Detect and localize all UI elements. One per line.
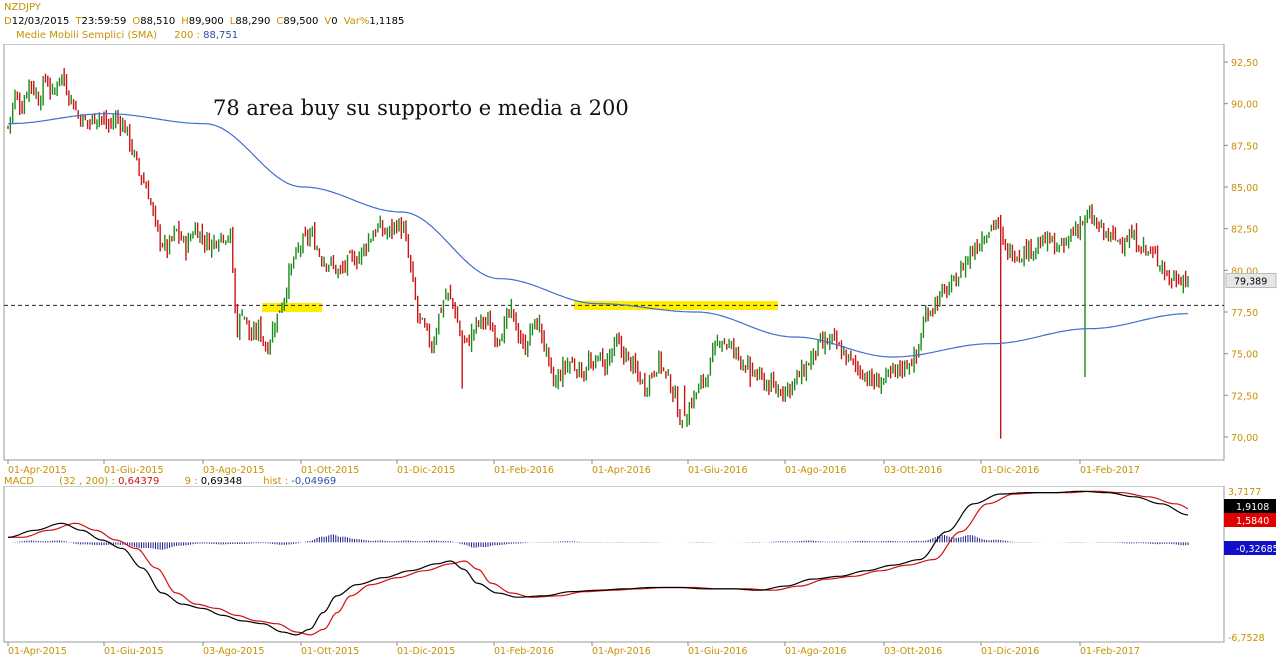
ohlc-value-7: 1,1185	[369, 16, 405, 27]
price-tick-label: 82,50	[1231, 225, 1258, 236]
macd-label: MACD	[4, 476, 34, 487]
signal-period: 9 :	[184, 476, 198, 487]
ohlc-key-2: O	[132, 16, 141, 27]
date-tick-label: 03-Ago-2015	[203, 646, 264, 657]
macd-legend: MACD (32 , 200) : 0,64379 9 : 0,69348 hi…	[4, 476, 336, 487]
ohlc-value-5: 89,500	[283, 16, 319, 27]
ohlc-key-1: T	[75, 16, 82, 27]
date-tick-label: 01-Dic-2015	[397, 465, 455, 476]
ohlc-key-4: L	[229, 16, 236, 27]
ohlc-value-3: 89,900	[188, 16, 224, 27]
sma-period: 200 :	[174, 30, 200, 41]
signal-value: 0,69348	[200, 476, 243, 487]
sma-value: 88,751	[203, 30, 239, 41]
macd-value-badge	[1224, 499, 1276, 513]
date-tick-label: 01-Feb-2016	[494, 465, 554, 476]
hist-value-badge	[1224, 541, 1276, 555]
date-tick-label: 03-Ott-2016	[884, 646, 942, 657]
date-tick-label: 01-Dic-2015	[397, 646, 455, 657]
price-tick-label: 85,00	[1231, 183, 1258, 194]
ohlc-value-0: 12/03/2015	[11, 16, 70, 27]
ohlc-key-0: D	[4, 16, 12, 27]
date-tick-label: 01-Apr-2015	[8, 465, 67, 476]
support-zone-highlight	[262, 303, 322, 312]
ohlc-value-1: 23:59:59	[81, 16, 127, 27]
ohlc-key-5: C	[276, 16, 284, 27]
ohlc-value-4: 88,290	[235, 16, 271, 27]
price-tick-label: 72,50	[1231, 391, 1258, 402]
date-tick-label: 01-Giu-2016	[688, 646, 748, 657]
macd-params: (32 , 200) :	[59, 476, 115, 487]
price-tick-label: 80,00	[1231, 266, 1258, 277]
date-tick-label: 01-Ott-2015	[301, 646, 359, 657]
ohlc-key-6: V	[324, 16, 332, 27]
sma-label: Medie Mobili Semplici (SMA)	[16, 30, 158, 41]
sma200-line	[8, 113, 1188, 358]
symbol-title: NZDJPY	[4, 2, 41, 13]
date-tick-label: 01-Dic-2016	[981, 646, 1039, 657]
signal-value-badge-label: 1,5840	[1236, 516, 1269, 527]
date-tick-label: 01-Giu-2015	[104, 465, 164, 476]
symbol-label: NZDJPY	[4, 2, 41, 13]
date-tick-label: 01-Ott-2015	[301, 465, 359, 476]
macd-chart[interactable]: 3,7177 -6,7528 1,9108 1,5840 -0,32685 01-Apr…	[0, 486, 1278, 668]
chart-annotation: 78 area buy su supporto e media a 200	[213, 96, 629, 120]
date-tick-label: 01-Feb-2017	[1080, 465, 1140, 476]
price-tick-label: 87,50	[1231, 141, 1258, 152]
price-tick-label: 70,00	[1231, 433, 1258, 444]
ohlc-value-6: 0	[331, 16, 338, 27]
ohlc-key-7: Var%	[343, 16, 370, 27]
signal-value-badge	[1224, 513, 1276, 527]
ohlc-readout: D12/03/2015 T23:59:59 O88,510 H89,900 L88,29…	[4, 16, 410, 27]
date-tick-label: 01-Apr-2016	[592, 465, 651, 476]
sma-legend: Medie Mobili Semplici (SMA) 200 : 88,751	[16, 30, 238, 41]
hist-value-badge-label: -0,32685	[1236, 544, 1278, 555]
date-tick-label: 03-Ago-2015	[203, 465, 264, 476]
price-tick-label: 77,50	[1231, 308, 1258, 319]
price-tick-label: 92,50	[1231, 58, 1258, 69]
last-price-label: 79,389	[1234, 277, 1267, 288]
date-tick-label: 01-Apr-2015	[8, 646, 67, 657]
price-tick-label: 90,00	[1231, 100, 1258, 111]
ohlc-key-3: H	[181, 16, 189, 27]
last-price-badge	[1225, 273, 1277, 289]
date-tick-label: 01-Feb-2016	[494, 646, 554, 657]
price-tick-label: 75,00	[1231, 350, 1258, 361]
macd-value-badge-label: 1,9108	[1236, 502, 1269, 513]
date-tick-label: 01-Giu-2016	[688, 465, 748, 476]
date-tick-label: 01-Ago-2016	[785, 646, 846, 657]
macd-value: 0,64379	[118, 476, 160, 487]
date-tick-label: 01-Feb-2017	[1080, 646, 1140, 657]
macd-plot-frame	[3, 486, 1225, 643]
date-tick-label: 01-Ago-2016	[785, 465, 846, 476]
price-chart[interactable]: 92,50 90,00 87,50 85,00 82,50 80,00 77,50 75,00…	[0, 44, 1278, 476]
date-tick-label: 01-Dic-2016	[981, 465, 1039, 476]
hist-label: hist :	[263, 476, 289, 487]
macd-signal-line	[8, 490, 1189, 636]
date-tick-label: 01-Apr-2016	[592, 646, 651, 657]
macd-axis-label: 3,7177	[1228, 487, 1261, 498]
ohlc-value-2: 88,510	[140, 16, 176, 27]
date-tick-label: 01-Giu-2015	[104, 646, 164, 657]
hist-value: -0,04969	[291, 476, 337, 487]
price-plot-frame	[3, 44, 1225, 461]
macd-line	[7, 490, 1189, 636]
date-tick-label: 03-Ott-2016	[884, 465, 942, 476]
macd-axis-label: -6,7528	[1228, 633, 1265, 644]
